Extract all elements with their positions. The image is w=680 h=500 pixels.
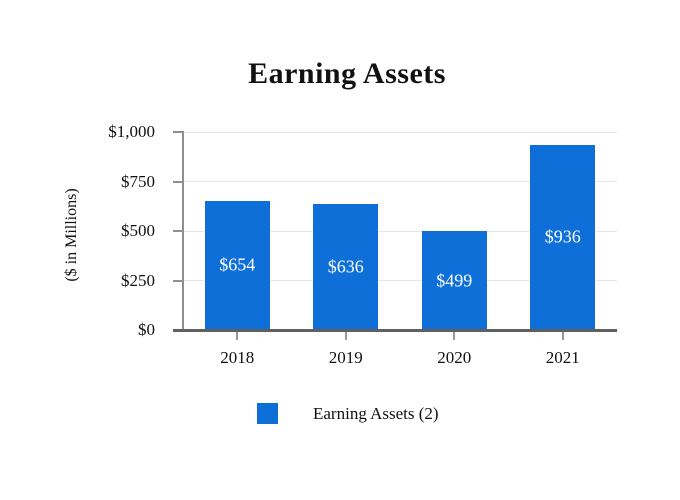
x-axis-label-2018: 2018	[220, 348, 255, 367]
bar-value-label: $936	[544, 226, 581, 247]
gridline	[183, 280, 617, 281]
x-axis-line	[173, 329, 617, 332]
gridline	[183, 181, 617, 182]
x-axis-tick	[561, 332, 564, 340]
bar-2021: $936	[530, 144, 596, 330]
bar-value-label: $499	[436, 270, 473, 291]
y-axis-tick-label: $250	[121, 270, 155, 290]
x-axis-tick	[453, 332, 456, 340]
x-axis-label-2019: 2019	[328, 348, 363, 367]
x-axis-label-2020: 2020	[437, 348, 472, 367]
bar-value-label: $636	[327, 256, 364, 277]
y-axis-tick	[173, 230, 183, 232]
y-axis-line	[182, 131, 184, 330]
chart-title: Earning Assets	[248, 57, 446, 90]
gridline	[183, 131, 617, 133]
y-axis-tick-label: $500	[121, 221, 155, 240]
y-axis-tick	[173, 131, 183, 133]
gridline	[183, 230, 617, 232]
x-axis-tick	[236, 332, 239, 340]
bar-value-label: $654	[219, 254, 256, 275]
bar-2019: $636	[313, 204, 379, 330]
y-axis-tick	[173, 279, 183, 282]
bar-2018: $654	[204, 200, 270, 330]
y-axis-tick-label: $1,000	[108, 122, 155, 141]
legend-swatch	[257, 403, 278, 424]
y-axis-tick	[173, 180, 183, 183]
x-axis-label-2021: 2021	[545, 348, 580, 367]
y-axis-tick-label: $750	[121, 171, 155, 191]
legend-label: Earning Assets (2)	[313, 404, 439, 423]
x-axis-tick	[344, 332, 347, 340]
y-axis-tick-label: $0	[138, 320, 155, 339]
bar-2020: $499	[421, 231, 487, 330]
